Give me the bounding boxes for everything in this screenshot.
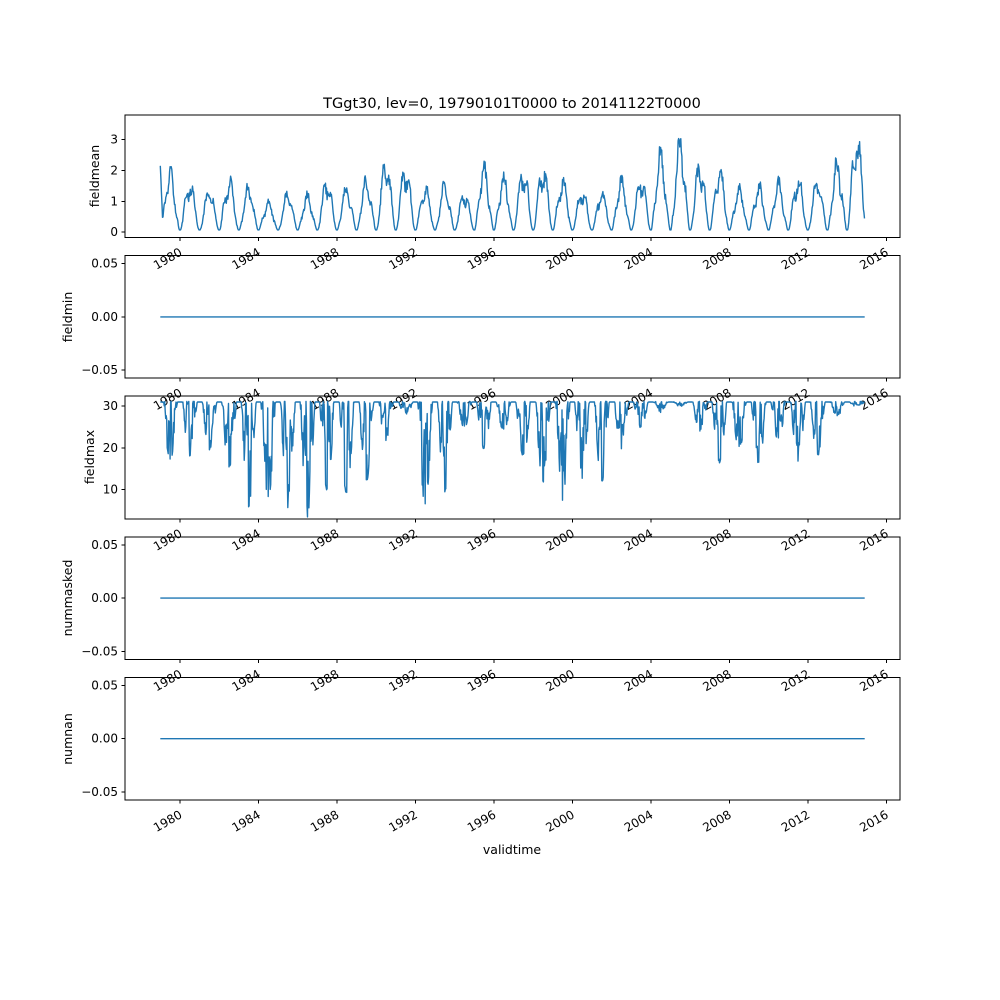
y-axis-label-fieldmean: fieldmean (87, 144, 102, 208)
x-tick-label: 2004 (622, 526, 655, 553)
x-tick-label: 1980 (151, 245, 184, 272)
x-tick-label: 1988 (308, 526, 341, 553)
x-tick-label: 1992 (386, 526, 419, 553)
line-fieldmean (159, 137, 866, 231)
y-tick-label: 2 (110, 163, 118, 177)
y-tick-label: 0.00 (91, 732, 118, 746)
x-tick-label: 1984 (229, 245, 262, 272)
y-axis-label-numnan: numnan (60, 713, 75, 765)
y-tick-label: 0.05 (91, 678, 118, 692)
x-tick-label: 1984 (229, 667, 262, 694)
x-tick-label: 1984 (229, 807, 262, 834)
x-tick-label: 2004 (622, 245, 655, 272)
y-tick-label: 3 (110, 133, 118, 147)
y-tick-label: −0.05 (81, 363, 118, 377)
subplot-numnan: 1980 1984 1988 1992 1996 2000 2004 2008 2012 2016… (81, 676, 901, 835)
y-tick-label: 10 (103, 483, 118, 497)
y-axis-label-nummasked: nummasked (60, 559, 75, 637)
x-tick-label: 1992 (386, 386, 419, 413)
axes-frame-fieldmean (124, 114, 901, 239)
x-tick-label: 1996 (465, 526, 498, 553)
y-tick-label: 20 (103, 441, 118, 455)
x-tick-label: 2016 (857, 386, 890, 413)
x-tick-label: 2016 (857, 245, 890, 272)
x-tick-label: 2016 (857, 667, 890, 694)
figure-title: TGgt30, lev=0, 19790101T0000 to 20141122… (323, 96, 701, 112)
x-tick-label: 1992 (386, 667, 419, 694)
x-tick-label: 2008 (700, 245, 733, 272)
x-tick-label: 1980 (151, 807, 184, 834)
x-tick-label: 2004 (622, 667, 655, 694)
line-fieldmax (160, 400, 865, 518)
y-tick-label: 30 (103, 399, 118, 413)
x-tick-label: 1980 (151, 667, 184, 694)
x-tick-label: 2008 (700, 807, 733, 834)
subplot-fieldmax: 1980 1984 1988 1992 1996 2000 2004 2008 2012 2016… (103, 395, 901, 554)
x-tick-label: 2012 (779, 807, 812, 834)
x-tick-label: 1984 (229, 526, 262, 553)
x-tick-label: 1980 (151, 386, 184, 413)
y-tick-label: −0.05 (81, 644, 118, 658)
x-tick-label: 2000 (543, 526, 576, 553)
x-axis-label: validtime (482, 842, 542, 857)
x-tick-label: 2012 (779, 245, 812, 272)
x-tick-label: 1988 (308, 807, 341, 834)
subplot-fieldmean: 1980 1984 1988 1992 1996 2000 2004 2008 2012 2016… (110, 114, 901, 272)
y-tick-label: −0.05 (81, 785, 118, 799)
x-tick-label: 2008 (700, 667, 733, 694)
x-tick-label: 2012 (779, 667, 812, 694)
x-tick-label: 1992 (386, 245, 419, 272)
x-tick-label: 2004 (622, 807, 655, 834)
x-tick-label: 2000 (543, 807, 576, 834)
x-tick-label: 2000 (543, 667, 576, 694)
x-tick-label: 1988 (308, 667, 341, 694)
subplot-fieldmin: 1980 1984 1988 1992 1996 2000 2004 2008 2012 2016… (81, 255, 901, 413)
x-tick-label: 2008 (700, 526, 733, 553)
y-tick-label: 0.05 (91, 538, 118, 552)
x-tick-label: 2000 (543, 245, 576, 272)
y-tick-label: 1 (110, 194, 118, 208)
x-tick-label: 1996 (465, 245, 498, 272)
x-tick-label: 1988 (308, 245, 341, 272)
x-tick-label: 2012 (779, 526, 812, 553)
x-tick-label: 1996 (465, 807, 498, 834)
y-tick-label: 0.00 (91, 310, 118, 324)
y-tick-label: 0.05 (91, 257, 118, 271)
axes-frame-fieldmax (124, 395, 901, 520)
y-tick-label: 0.00 (91, 591, 118, 605)
y-tick-label: 0 (110, 225, 118, 239)
y-axis-label-fieldmax: fieldmax (82, 429, 97, 485)
y-axis-label-fieldmin: fieldmin (60, 291, 75, 343)
x-tick-label: 2016 (857, 526, 890, 553)
x-tick-label: 1996 (465, 667, 498, 694)
x-tick-label: 1992 (386, 807, 419, 834)
subplot-nummasked: 1980 1984 1988 1992 1996 2000 2004 2008 2012 2016… (81, 536, 901, 694)
x-tick-label: 2016 (857, 807, 890, 834)
x-tick-label: 1980 (151, 526, 184, 553)
